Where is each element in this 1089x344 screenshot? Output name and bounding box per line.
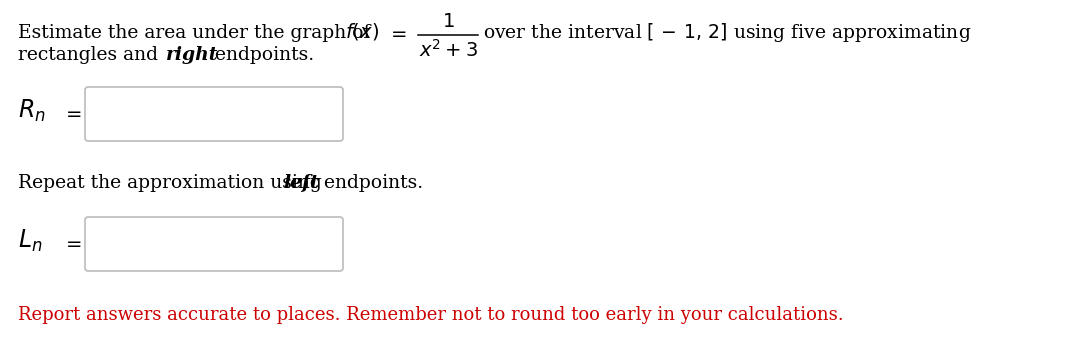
Text: $L_n$: $L_n$ (19, 228, 42, 254)
Text: $=$: $=$ (62, 233, 82, 252)
Text: endpoints.: endpoints. (318, 174, 424, 192)
Text: $x^2 + 3$: $x^2 + 3$ (418, 39, 477, 61)
Text: Estimate the area under the graph of: Estimate the area under the graph of (19, 24, 377, 42)
Text: right: right (166, 46, 219, 64)
Text: $1$: $1$ (442, 12, 454, 31)
Text: endpoints.: endpoints. (209, 46, 314, 64)
Text: Repeat the approximation using: Repeat the approximation using (19, 174, 328, 192)
FancyBboxPatch shape (85, 87, 343, 141)
Text: left: left (283, 174, 319, 192)
Text: $R_n$: $R_n$ (19, 98, 46, 124)
Text: $=$: $=$ (387, 23, 407, 42)
Text: rectangles and: rectangles and (19, 46, 164, 64)
Text: $=$: $=$ (62, 103, 82, 122)
Text: $f(x)$: $f(x)$ (345, 21, 379, 43)
Text: Report answers accurate to places. Remember not to round too early in your calcu: Report answers accurate to places. Remem… (19, 306, 844, 324)
FancyBboxPatch shape (85, 217, 343, 271)
Text: over the interval $[\,-\,1,\,2]$ using five approximating: over the interval $[\,-\,1,\,2]$ using f… (484, 21, 971, 44)
